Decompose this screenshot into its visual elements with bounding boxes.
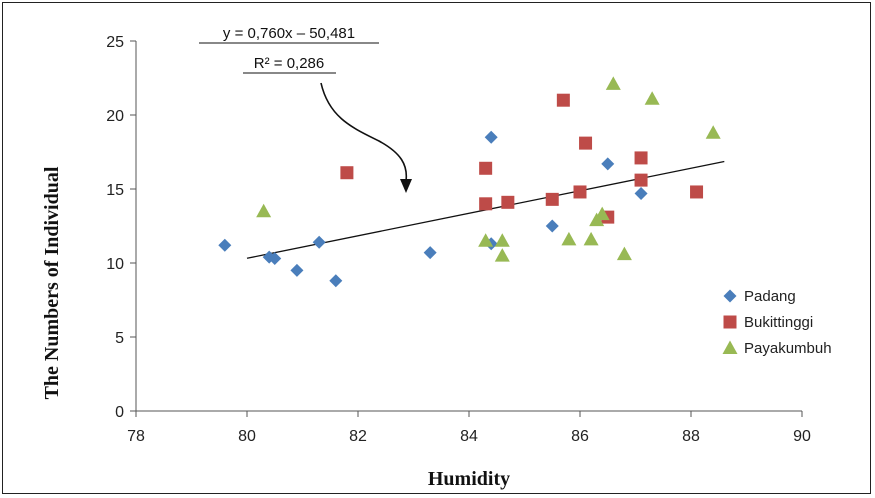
trendline-equation: y = 0,760x – 50,481	[223, 25, 355, 42]
data-point	[561, 231, 577, 246]
x-tick-label: 82	[349, 428, 367, 445]
x-tick-label: 80	[238, 428, 256, 445]
y-axis-title: The Numbers of Individual	[41, 166, 63, 399]
series-padang	[218, 130, 648, 288]
y-tick-label: 20	[106, 108, 124, 125]
data-point	[268, 252, 282, 266]
legend-label: Padang	[744, 288, 796, 305]
y-tick-label: 15	[106, 182, 124, 199]
data-point	[479, 197, 493, 211]
legend: Padang Bukittinggi Payakumbuh	[722, 288, 832, 357]
data-point	[329, 274, 343, 288]
data-point	[501, 195, 515, 209]
data-point	[690, 185, 704, 199]
x-tick-label: 90	[793, 428, 811, 445]
data-point	[494, 248, 510, 262]
series-bukittinggi	[340, 93, 704, 224]
data-point	[579, 136, 593, 150]
scatter-chart: 0 5 10 15 20 25 78 80 82 84 86 88 90 y = 0,760x – 50…	[41, 25, 832, 490]
data-point	[256, 203, 272, 218]
data-point	[573, 185, 587, 199]
data-point	[218, 238, 232, 252]
data-point	[556, 93, 570, 107]
legend-marker	[723, 315, 737, 329]
legend-label: Payakumbuh	[744, 340, 832, 357]
y-tick-label: 5	[115, 330, 124, 347]
data-point	[478, 233, 494, 247]
data-point	[616, 246, 632, 261]
axes	[135, 41, 802, 412]
y-tick-label: 0	[115, 404, 124, 421]
data-point	[601, 157, 615, 171]
data-point	[705, 125, 721, 139]
data-point	[545, 219, 559, 233]
data-point	[484, 130, 498, 144]
data-marks	[218, 76, 721, 288]
x-tick-label: 86	[571, 428, 589, 445]
trendline-annotation: y = 0,760x – 50,481 R² = 0,286	[199, 25, 412, 193]
data-point	[634, 173, 648, 187]
legend-label: Bukittinggi	[744, 314, 813, 331]
data-point	[634, 186, 648, 200]
tick-labels: 0 5 10 15 20 25 78 80 82 84 86 88 90	[106, 34, 811, 445]
legend-marker	[723, 289, 737, 303]
data-point	[583, 231, 599, 246]
x-axis-title: Humidity	[428, 468, 510, 490]
y-tick-label: 25	[106, 34, 124, 51]
data-point	[605, 76, 621, 90]
data-point	[494, 233, 510, 247]
x-tick-label: 78	[127, 428, 145, 445]
data-point	[634, 151, 648, 165]
r-squared-label: R² = 0,286	[254, 55, 324, 72]
data-point	[479, 161, 493, 175]
y-tick-label: 10	[106, 256, 124, 273]
annotation-arrow-head	[400, 179, 412, 193]
series-payakumbuh	[256, 76, 721, 262]
x-tick-label: 84	[460, 428, 478, 445]
data-point	[594, 206, 610, 221]
data-point	[545, 192, 559, 206]
data-point	[312, 235, 326, 249]
annotation-arrow	[320, 82, 408, 182]
legend-marker	[722, 340, 738, 354]
data-point	[340, 166, 354, 180]
x-tick-label: 88	[682, 428, 700, 445]
data-point	[423, 246, 437, 260]
data-point	[644, 91, 660, 105]
data-point	[290, 263, 304, 277]
